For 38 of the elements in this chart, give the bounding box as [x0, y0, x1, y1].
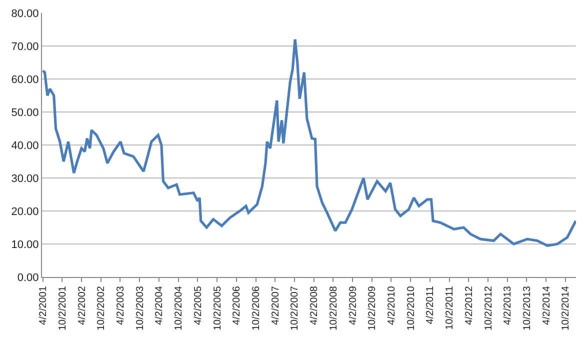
- line-series: [42, 38, 576, 247]
- x-tick-label: 10/2/2014: [560, 286, 572, 330]
- y-tick-label: 0.00: [17, 272, 39, 284]
- x-tick-label: 4/2/2012: [464, 286, 475, 325]
- x-tick-label: 10/2/2010: [406, 286, 417, 330]
- x-tick-label: 4/2/2006: [232, 286, 243, 325]
- x-tick-label: 4/2/2001: [38, 286, 50, 325]
- y-tick-label: 40.00: [11, 140, 39, 152]
- x-tick-label: 10/2/2001: [57, 286, 68, 330]
- y-tick-label: 20.00: [11, 206, 39, 218]
- x-tick-label: 10/2/2007: [290, 286, 301, 330]
- x-tick-label: 4/2/2008: [309, 286, 320, 325]
- x-tick-label: 4/2/2005: [192, 286, 204, 325]
- x-tick-label: 10/2/2005: [212, 286, 224, 330]
- x-tick-label: 10/2/2004: [174, 286, 185, 330]
- y-tick-label: 50.00: [11, 106, 39, 119]
- x-tick-label: 10/2/2013: [522, 286, 533, 330]
- x-tick-label: 10/2/2011: [444, 286, 456, 330]
- y-tick-label: 30.00: [11, 172, 39, 185]
- x-tick-label: 10/2/2002: [96, 286, 108, 330]
- x-tick-label: 10/2/2008: [328, 286, 340, 330]
- y-tick-label: 80.00: [11, 8, 39, 20]
- x-tick-label: 4/2/2003: [115, 286, 126, 325]
- x-tick-label: 4/2/2002: [76, 286, 88, 325]
- x-tick-label: 4/2/2013: [502, 286, 514, 325]
- x-tick-label: 10/2/2012: [483, 286, 494, 330]
- x-tick-label: 4/2/2014: [541, 286, 552, 325]
- x-tick-label: 10/2/2009: [367, 286, 378, 330]
- x-tick-label: 4/2/2010: [386, 286, 398, 325]
- x-tick-label: 4/2/2007: [270, 286, 282, 325]
- x-tick-label: 4/2/2011: [425, 286, 436, 324]
- y-tick-label: 70.00: [11, 40, 39, 53]
- x-tick-label: 10/2/2006: [251, 286, 262, 330]
- y-tick-label: 60.00: [11, 74, 39, 86]
- x-tick-label: 4/2/2004: [154, 286, 166, 325]
- y-tick-label: 10.00: [11, 238, 39, 251]
- x-tick-label: 4/2/2009: [348, 286, 359, 325]
- x-tick-label: 10/2/2003: [134, 286, 146, 330]
